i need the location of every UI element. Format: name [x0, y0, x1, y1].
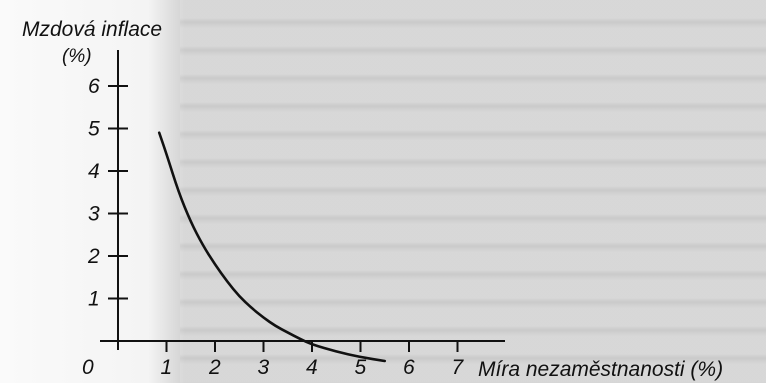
x-tick-label: 5: [355, 356, 367, 379]
x-tick-label: 1: [161, 356, 173, 379]
x-ticks: 1 2 3 4 5 6 7: [161, 341, 465, 379]
y-axis-label: Mzdová inflace: [22, 18, 162, 41]
x-tick-label: 3: [258, 356, 270, 379]
x-tick-label: 2: [208, 356, 221, 379]
chart-background: [0, 0, 185, 383]
background-page-texture: [180, 0, 766, 383]
series-layer: [157, 131, 387, 363]
x-tick-label: 4: [306, 356, 318, 379]
x-axis-label: Míra nezaměstnanosti (%): [478, 358, 723, 381]
y-tick-label: 3: [88, 203, 100, 226]
phillips-curve-line: [157, 131, 387, 363]
origin-label: 0: [82, 356, 94, 379]
y-tick-label: 5: [88, 118, 100, 141]
y-tick-label: 2: [87, 245, 100, 268]
y-tick-label: 1: [88, 288, 100, 311]
y-tick-label: 6: [88, 75, 100, 98]
y-ticks: 1 2 3 4 5 6: [87, 75, 128, 311]
axes: [100, 50, 505, 350]
x-tick-label: 7: [452, 356, 465, 379]
y-axis-unit: (%): [62, 46, 92, 67]
y-tick-label: 4: [88, 160, 100, 183]
x-tick-label: 6: [403, 356, 415, 379]
